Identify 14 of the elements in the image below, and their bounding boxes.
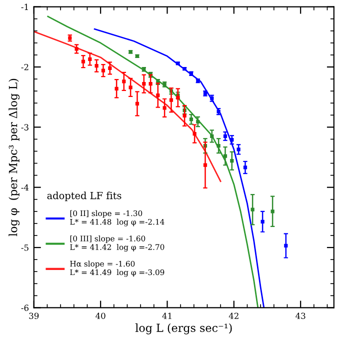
x-tick-label: 41 (162, 312, 172, 319)
y-tick-label: -6 (21, 304, 29, 311)
y-tick-label: -3 (21, 124, 28, 130)
x-tick-label: 39 (29, 312, 39, 320)
x-tick-label: 40 (96, 312, 106, 320)
y-tick-label: -4 (21, 184, 29, 191)
y-tick-label: -5 (21, 244, 28, 251)
y-tick-label: -2 (21, 64, 28, 70)
y-axis-title: log φ (per Mpc³ per Δlog L) (8, 78, 20, 236)
legend-title: adopted LF fits (47, 192, 122, 202)
x-axis-title: log L (ergs sec⁻¹) (135, 323, 232, 334)
y-tick-label: -1 (21, 4, 28, 10)
x-tick-label: 42 (228, 312, 238, 319)
x-tick-label: 43 (296, 312, 306, 320)
